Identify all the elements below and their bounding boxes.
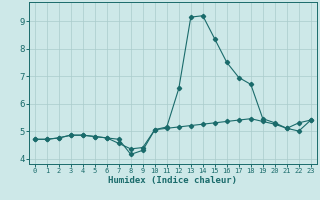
X-axis label: Humidex (Indice chaleur): Humidex (Indice chaleur): [108, 176, 237, 185]
